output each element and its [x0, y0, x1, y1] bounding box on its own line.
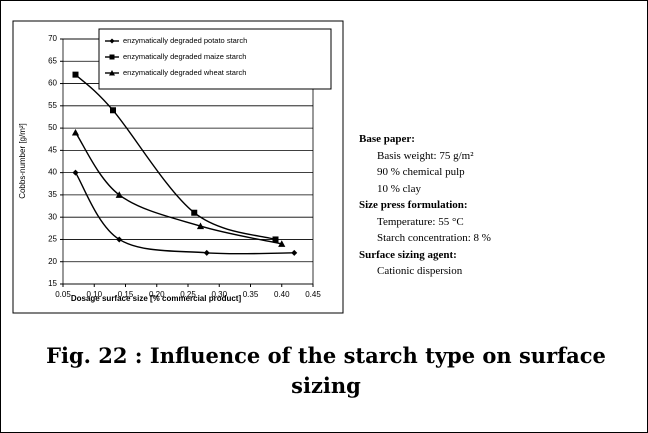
marker	[109, 38, 115, 44]
y-tick-label: 20	[48, 257, 57, 266]
marker	[196, 222, 205, 230]
y-tick-label: 70	[48, 34, 57, 43]
marker	[109, 54, 115, 60]
marker	[272, 236, 279, 243]
marker	[110, 107, 116, 114]
note-item: Starch concentration: 8 %	[377, 232, 491, 244]
legend-label: enzymatically degraded potato starch	[123, 36, 247, 45]
x-tick-label: 0.40	[274, 290, 290, 299]
x-tick-label: 0.15	[118, 290, 134, 299]
marker	[109, 70, 115, 76]
x-tick-label: 0.25	[180, 290, 196, 299]
y-tick-label: 15	[48, 279, 57, 288]
note-heading: Base paper:	[359, 133, 415, 145]
legend-box	[98, 28, 332, 90]
note-item: 90 % chemical pulp	[377, 166, 465, 178]
legend-label: enzymatically degraded wheat starch	[123, 68, 246, 77]
series-line	[75, 74, 276, 241]
y-tick-label: 30	[48, 212, 57, 221]
x-tick-label: 0.20	[149, 290, 165, 299]
marker	[71, 128, 80, 136]
y-tick-label: 60	[48, 79, 57, 88]
note-heading: Surface sizing agent:	[359, 248, 457, 261]
marker	[291, 249, 298, 256]
y-tick-label: 65	[48, 56, 57, 65]
notes: Base paper: Basis weight: 75 g/m² 90 % che…	[359, 131, 491, 280]
x-axis-label: Dosage surface size [% commercial produc…	[71, 294, 242, 303]
y-tick-label: 50	[48, 123, 57, 132]
y-tick-label: 25	[48, 235, 57, 244]
x-tick-label: 0.30	[211, 290, 227, 299]
marker	[191, 209, 198, 216]
note-heading: Size press formulation:	[359, 199, 468, 211]
marker	[115, 191, 123, 198]
note-item: Cationic dispersion	[377, 265, 463, 277]
y-tick-label: 55	[48, 101, 57, 110]
x-tick-label: 0.45	[305, 290, 321, 299]
x-tick-label: 0.35	[243, 290, 259, 299]
y-tick-label: 40	[48, 168, 57, 177]
series-line	[74, 132, 282, 245]
marker	[72, 71, 79, 78]
y-tick-label: 45	[48, 145, 57, 154]
caption: Fig. 22 : Influence of the starch type o…	[46, 343, 606, 398]
x-tick-label: 0.05	[55, 290, 71, 299]
marker	[203, 249, 210, 256]
marker	[72, 169, 79, 176]
marker	[116, 236, 123, 243]
note-item: 10 % clay	[377, 182, 421, 195]
x-tick-label: 0.10	[86, 290, 102, 299]
chart-frame	[12, 20, 344, 314]
note-item: Basis weight: 75 g/m²	[377, 149, 474, 162]
marker	[278, 240, 286, 247]
series-line	[74, 172, 295, 255]
legend-label: enzymatically degraded maize starch	[123, 52, 246, 61]
note-item: Temperature: 55 °C	[377, 215, 464, 228]
y-tick-label: 35	[48, 190, 57, 199]
y-axis-label: Cobbs-number [g/m²]	[18, 123, 27, 199]
